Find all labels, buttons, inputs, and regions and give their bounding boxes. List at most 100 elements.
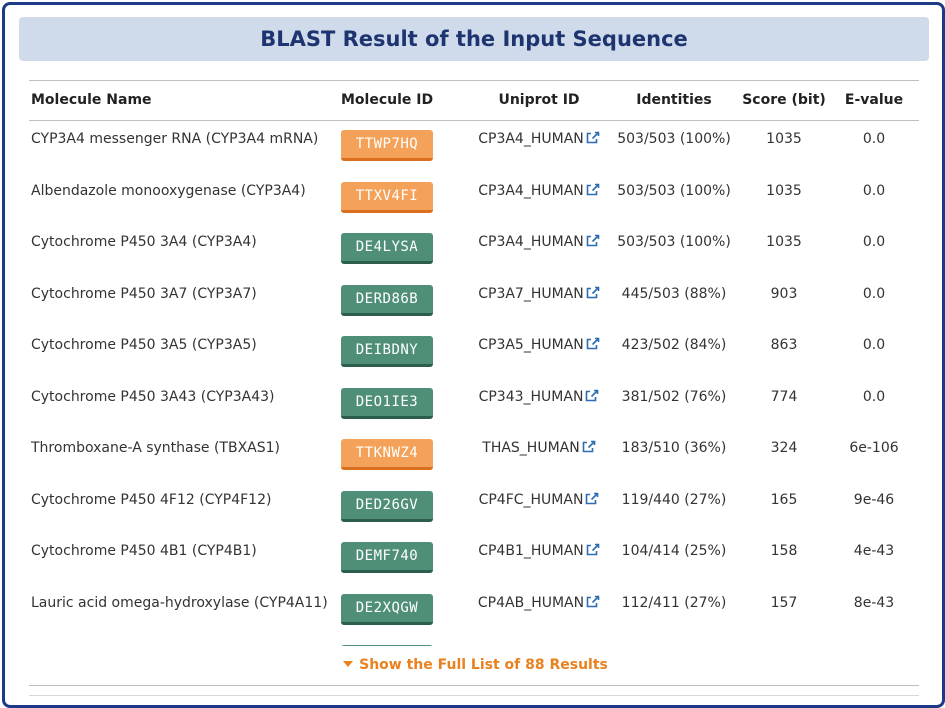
- external-link-icon: [586, 234, 600, 247]
- molecule-name: CYP3A4 messenger RNA (CYP3A4 mRNA): [31, 131, 319, 147]
- header-molecule-name: Molecule Name: [31, 92, 152, 108]
- caret-down-icon: [343, 661, 354, 667]
- molecule-name: Albendazole monooxygenase (CYP3A4): [31, 182, 306, 199]
- table-row: Cytochrome P450 3A5 (CYP3A5) DEIBDNY CP3A5…: [29, 328, 919, 380]
- uniprot-link[interactable]: CP3A4_HUMAN: [469, 183, 609, 199]
- external-link-icon: [586, 389, 599, 401]
- score-bit: 324: [770, 440, 798, 456]
- molecule-name: Cytochrome P450 3A43 (CYP3A43): [31, 388, 275, 405]
- identities: 119/440 (27%): [621, 491, 727, 508]
- e-value: 0.0: [862, 285, 886, 302]
- external-link-icon: [586, 183, 600, 195]
- identities: 445/503 (88%): [621, 285, 727, 302]
- molecule-name: Cytochrome P450 3A4 (CYP3A4): [31, 234, 257, 250]
- score-bit: 774: [770, 388, 798, 405]
- molecule-name: Thromboxane-A synthase (TBXAS1): [31, 440, 281, 456]
- molecule-id-button[interactable]: DERD86B: [341, 284, 433, 316]
- table-row: Cytochrome P450 3A4 (CYP3A4) DE4LYSA CP3A4…: [29, 225, 919, 277]
- table-row: CYP3A4 messenger RNA (CYP3A4 mRNA) TTWP7H…: [29, 122, 919, 174]
- uniprot-link[interactable]: CP3A4_HUMAN: [469, 234, 609, 250]
- score-bit: 863: [770, 337, 798, 353]
- uniprot-id: CP3A4_HUMAN: [478, 131, 584, 147]
- uniprot-id: CP3A4_HUMAN: [478, 182, 584, 199]
- uniprot-link[interactable]: THAS_HUMAN: [469, 440, 609, 456]
- table-row: Lauric acid omega-hydroxylase (CYP4A11) D…: [29, 586, 919, 638]
- table-header: Molecule Name Molecule ID Uniprot ID Ide…: [29, 80, 919, 120]
- table-row: Cytochrome P450 4B1 (CYP4B1) DEMF740 CP4B1…: [29, 534, 919, 586]
- external-link-icon: [586, 543, 600, 556]
- e-value: 0.0: [862, 182, 886, 199]
- external-link-icon: [586, 337, 600, 350]
- external-link-icon: [586, 286, 600, 298]
- identities: 503/503 (100%): [617, 234, 731, 250]
- table-row: Cytochrome P450 4F12 (CYP4F12) DED26GV CP4…: [29, 483, 919, 535]
- identities: 503/503 (100%): [617, 131, 731, 147]
- uniprot-link[interactable]: CP4B1_HUMAN: [469, 543, 609, 559]
- molecule-id-button[interactable]: DED26GV: [341, 490, 433, 522]
- molecule-name: Cytochrome P450 3A7 (CYP3A7): [31, 285, 257, 302]
- e-value: 0.0: [862, 388, 886, 405]
- molecule-name: Lauric acid omega-hydroxylase (CYP4A11): [31, 594, 328, 611]
- score-bit: 1035: [766, 182, 802, 199]
- table-row: Leukotriene-B4 omega-hydroxylaseDE...CP4…: [29, 637, 919, 646]
- table-row: Cytochrome P450 3A7 (CYP3A7) DERD86B CP3A7…: [29, 277, 919, 329]
- table-row: Cytochrome P450 3A43 (CYP3A43) DEO1IE3 CP3…: [29, 380, 919, 432]
- identities: 112/411 (27%): [621, 594, 727, 611]
- molecule-name: Cytochrome P450 4B1 (CYP4B1): [31, 543, 257, 559]
- uniprot-id: CP4B1_HUMAN: [478, 543, 584, 559]
- e-value: 8e-43: [853, 594, 895, 611]
- molecule-id-button[interactable]: DE4LYSA: [341, 233, 433, 264]
- title-bar: BLAST Result of the Input Sequence: [19, 17, 929, 61]
- show-full-list-link[interactable]: Show the Full List of 88 Results: [5, 657, 942, 673]
- page-title: BLAST Result of the Input Sequence: [260, 27, 688, 51]
- identities: 104/414 (25%): [621, 543, 727, 559]
- uniprot-id: THAS_HUMAN: [482, 440, 580, 456]
- molecule-id-button[interactable]: TTXV4FI: [341, 181, 433, 213]
- external-link-icon: [586, 492, 599, 504]
- uniprot-link[interactable]: CP4AB_HUMAN: [469, 595, 609, 611]
- e-value: 6e-106: [849, 440, 899, 456]
- external-link-icon: [586, 595, 600, 607]
- uniprot-id: CP4AB_HUMAN: [477, 594, 585, 611]
- uniprot-id: CP4FC_HUMAN: [478, 491, 584, 508]
- show-more-label: Show the Full List of 88 Results: [359, 657, 608, 673]
- identities: 381/502 (76%): [621, 388, 727, 405]
- uniprot-id: CP3A5_HUMAN: [478, 337, 584, 353]
- molecule-id-button[interactable]: DE...: [341, 645, 433, 646]
- molecule-id-button[interactable]: DEO1IE3: [341, 387, 433, 419]
- uniprot-link[interactable]: CP343_HUMAN: [469, 389, 609, 405]
- e-value: 0.0: [862, 131, 886, 147]
- uniprot-link[interactable]: CP4FC_HUMAN: [469, 492, 609, 508]
- molecule-id-button[interactable]: TTWP7HQ: [341, 130, 433, 161]
- uniprot-link[interactable]: CP3A4_HUMAN: [469, 131, 609, 147]
- molecule-name: Cytochrome P450 4F12 (CYP4F12): [31, 491, 272, 508]
- external-link-icon: [586, 131, 600, 144]
- identities: 423/502 (84%): [621, 337, 727, 353]
- uniprot-link[interactable]: CP3A5_HUMAN: [469, 337, 609, 353]
- e-value: 9e-46: [853, 491, 895, 508]
- molecule-name: Cytochrome P450 3A5 (CYP3A5): [31, 337, 257, 353]
- header-uniprot-id: Uniprot ID: [498, 92, 580, 108]
- score-bit: 157: [770, 594, 798, 611]
- results-table: Molecule Name Molecule ID Uniprot ID Ide…: [29, 80, 919, 646]
- e-value: 0.0: [862, 234, 886, 250]
- header-identities: Identities: [636, 92, 712, 108]
- e-value: 4e-43: [853, 543, 895, 559]
- uniprot-id: CP3A4_HUMAN: [478, 234, 584, 250]
- molecule-id-button[interactable]: DEIBDNY: [341, 336, 433, 367]
- table-row: Thromboxane-A synthase (TBXAS1) TTKNWZ4 TH…: [29, 431, 919, 483]
- molecule-id-button[interactable]: TTKNWZ4: [341, 439, 433, 470]
- e-value: 0.0: [862, 337, 886, 353]
- identities: 503/503 (100%): [617, 182, 731, 199]
- uniprot-link[interactable]: CP3A7_HUMAN: [469, 286, 609, 302]
- uniprot-id: CP343_HUMAN: [478, 388, 584, 405]
- identities: 183/510 (36%): [621, 440, 727, 456]
- score-bit: 903: [770, 285, 798, 302]
- molecule-id-button[interactable]: DE2XQGW: [341, 593, 433, 625]
- table-row: Albendazole monooxygenase (CYP3A4) TTXV4F…: [29, 174, 919, 226]
- score-bit: 158: [770, 543, 798, 559]
- molecule-id-button[interactable]: DEMF740: [341, 542, 433, 573]
- header-evalue: E-value: [844, 92, 904, 108]
- score-bit: 1035: [766, 234, 802, 250]
- external-link-icon: [582, 440, 596, 453]
